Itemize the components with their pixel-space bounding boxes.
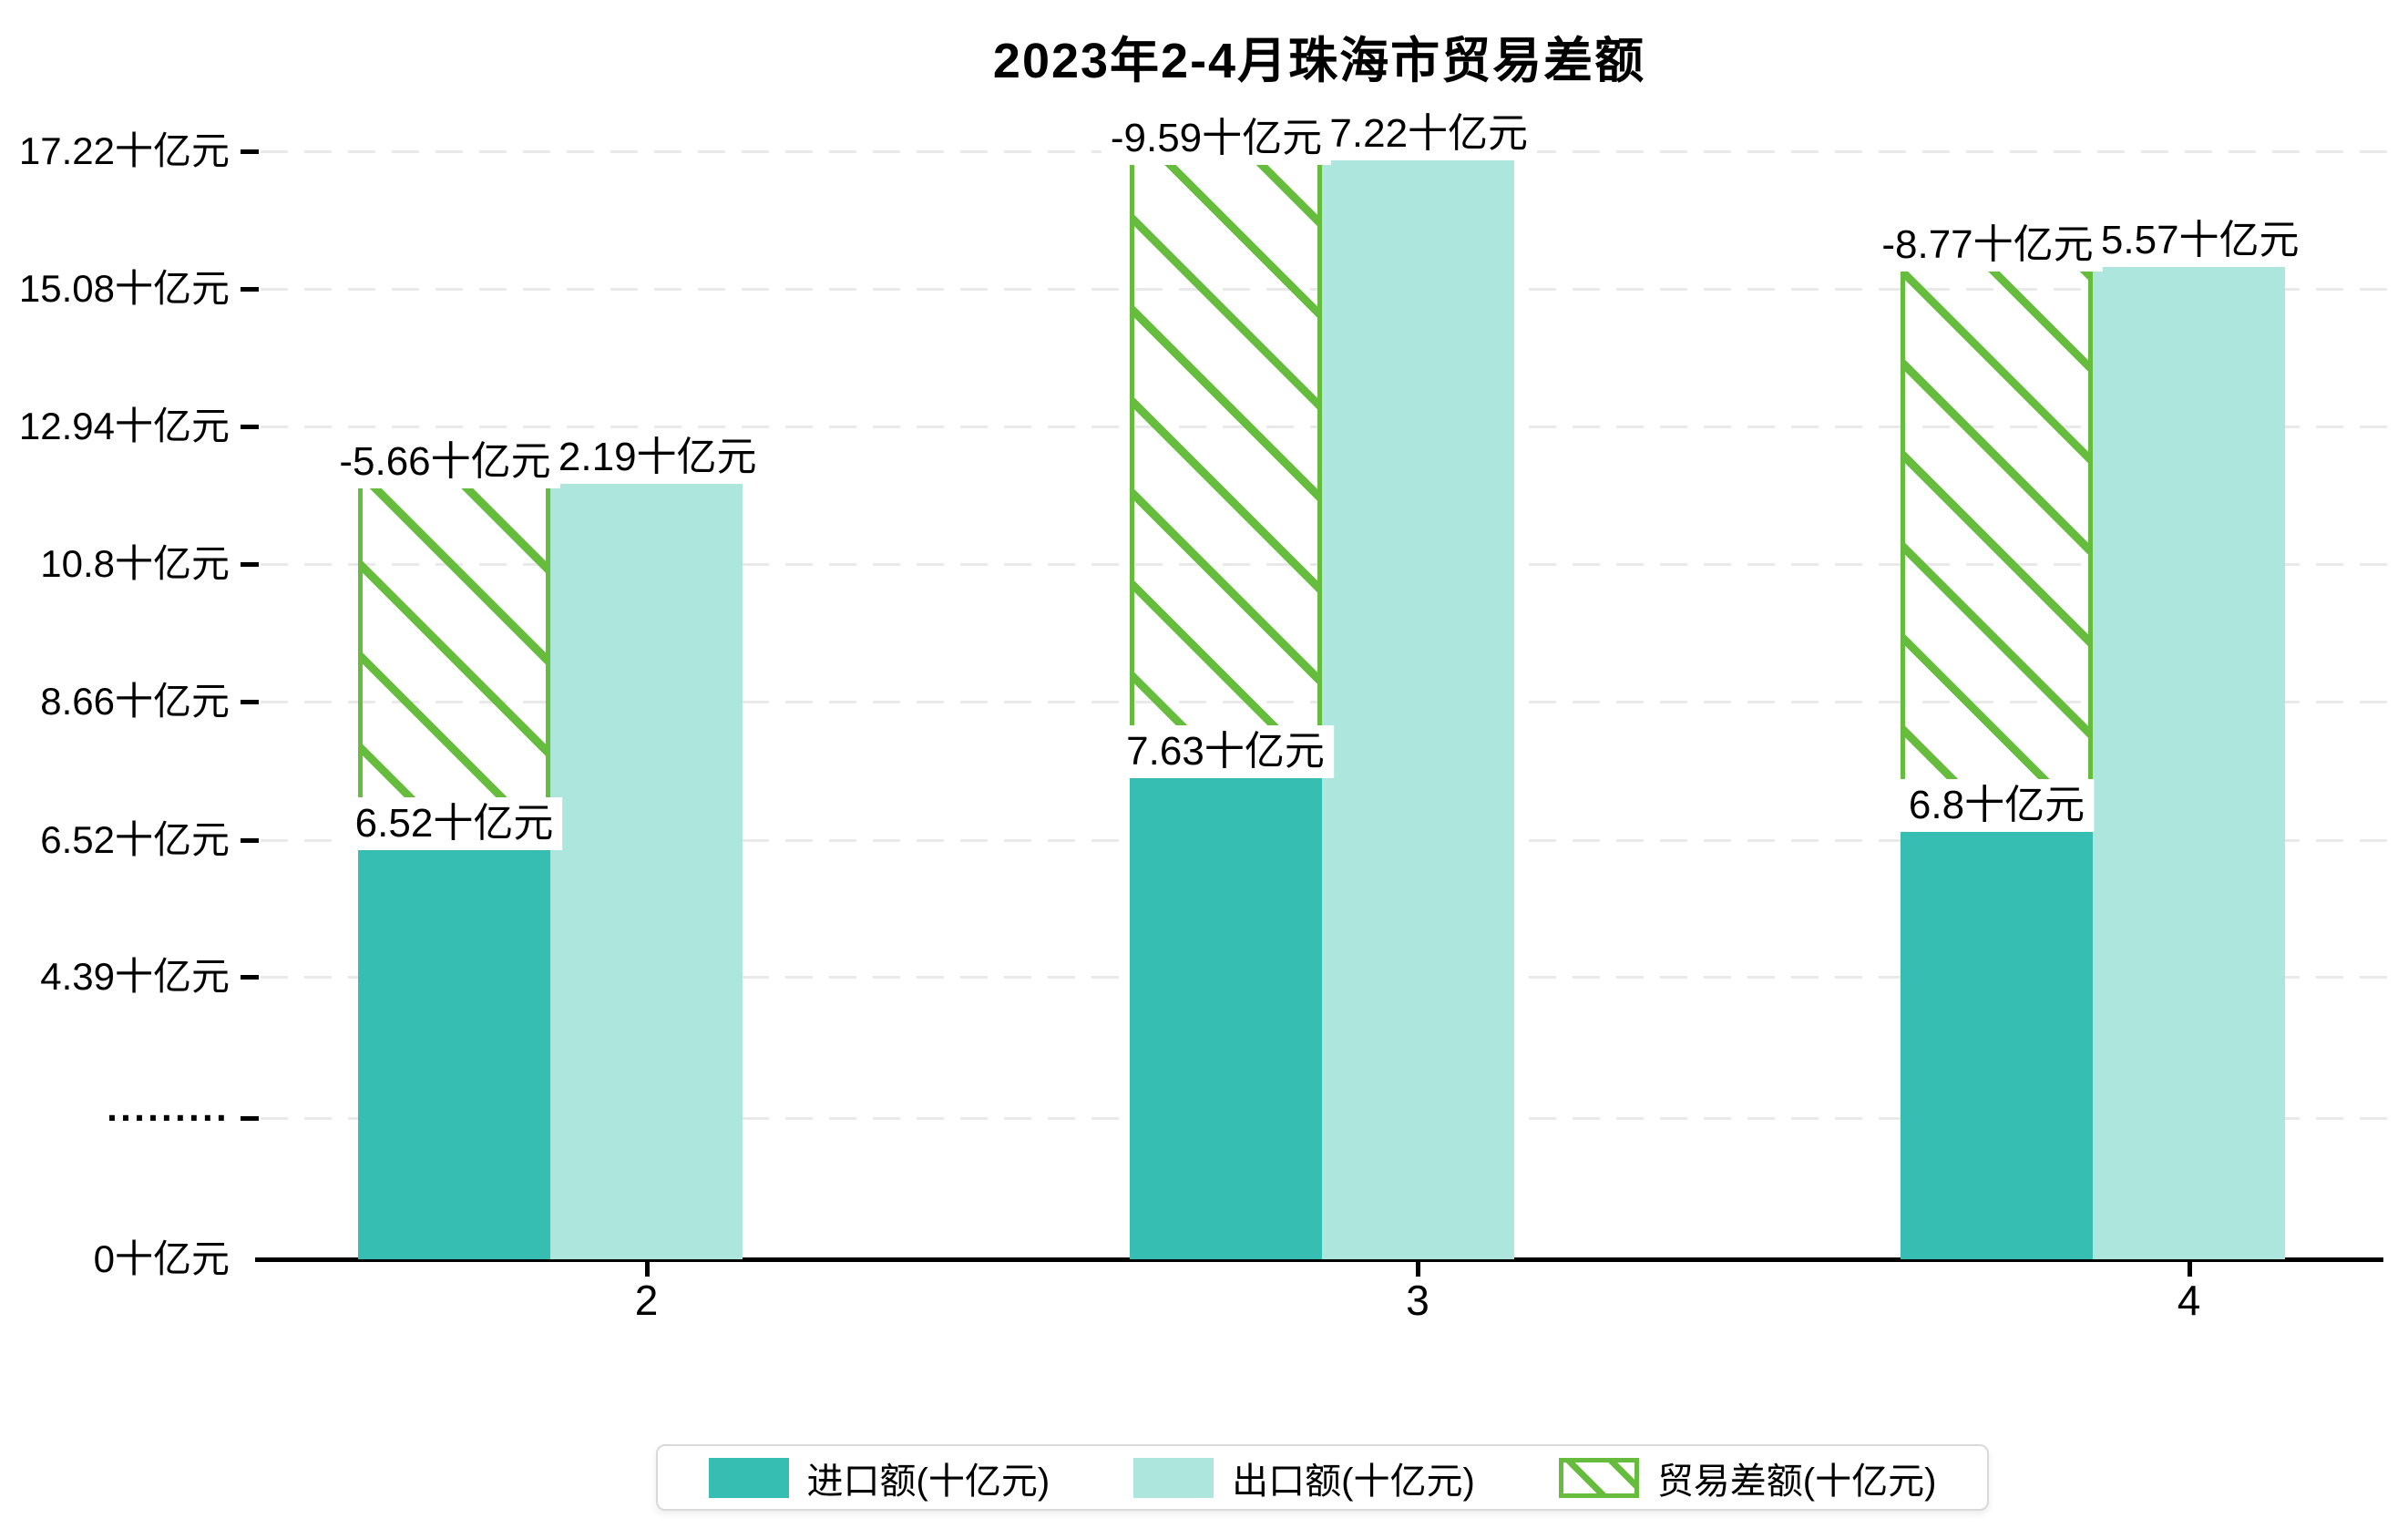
x-axis-tick [644,1262,650,1277]
y-axis-tick [241,287,259,292]
import-bar-label: 7.63十亿元 [1117,725,1334,779]
y-tick-label: 15.08十亿元 [18,267,230,311]
y-axis-tick [241,149,259,154]
import-bar [1129,768,1322,1259]
chart-title: 2023年2-4月珠海市贸易差额 [992,34,1646,88]
export-bar-label: 12.19十亿元 [527,431,766,485]
x-axis-tick [1416,1262,1420,1277]
balance-bar [1901,257,2093,822]
x-tick-label: 4 [2177,1277,2201,1324]
legend-label-import: 进口额(十亿元) [806,1461,1050,1502]
x-tick-label: 2 [634,1277,659,1324]
import-bar [358,839,550,1259]
y-axis-tick [241,700,259,705]
y-axis-tick [241,425,259,430]
legend-label-export: 出口额(十亿元) [1232,1461,1475,1502]
export-bar [2093,257,2285,1259]
y-tick-label: 8.66十亿元 [40,680,230,723]
x-axis-tick [2187,1262,2192,1277]
legend-item-import: 进口额(十亿元) [708,1452,1050,1504]
balance-bar [1129,151,1322,769]
balance-bar [358,475,550,840]
legend: 进口额(十亿元) 出口额(十亿元) 贸易差额(十亿元) [656,1444,1989,1511]
x-axis-line [255,1257,2383,1262]
balance-bar-label: -5.66十亿元 [330,436,560,489]
import-bar-label: 6.8十亿元 [1899,778,2095,832]
x-tick-label: 3 [1406,1277,1429,1324]
y-axis-tick [241,974,259,980]
y-axis-tick [241,562,259,568]
legend-item-balance: 贸易差额(十亿元) [1558,1452,1937,1504]
y-tick-label: 0十亿元 [93,1237,230,1280]
legend-label-balance: 贸易差额(十亿元) [1656,1461,1937,1502]
y-tick-label: 4.39十亿元 [40,954,230,998]
y-axis-tick [241,837,259,843]
import-swatch [708,1457,789,1498]
y-tick-label: 6.52十亿元 [40,817,230,861]
export-swatch [1133,1457,1214,1498]
import-bar [1901,821,2093,1259]
y-tick-label: ········· [107,1095,230,1139]
balance-bar-label: -8.77十亿元 [1872,218,2103,272]
balance-bar-label: -9.59十亿元 [1101,112,1332,165]
balance-hatch-swatch [1558,1457,1639,1498]
export-bar [550,475,743,1259]
y-axis-tick [241,1115,259,1121]
y-tick-label: 10.8十亿元 [40,542,230,586]
legend-item-export: 出口额(十亿元) [1133,1452,1475,1504]
y-tick-label: 12.94十亿元 [18,405,230,448]
import-bar-label: 6.52十亿元 [345,796,563,850]
export-bar [1321,151,1514,1259]
export-bar-label: 17.22十亿元 [1297,108,1538,160]
y-tick-label: 17.22十亿元 [18,129,230,172]
export-bar-label: 15.57十亿元 [2069,213,2309,267]
